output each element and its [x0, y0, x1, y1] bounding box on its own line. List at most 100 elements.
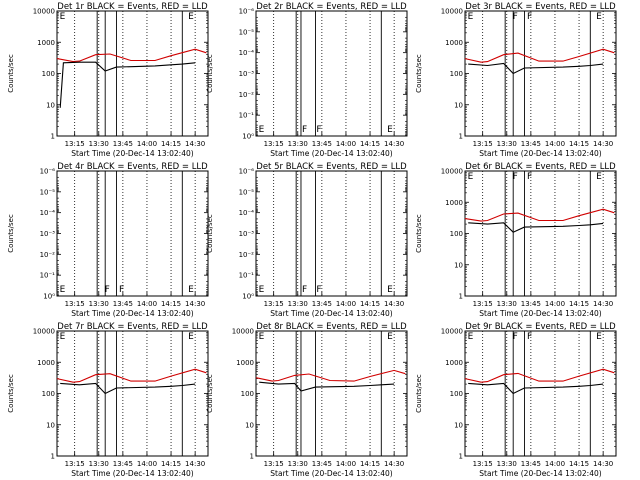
y-tick-label: 1000: [445, 359, 463, 367]
x-tick-label: 13:45: [521, 300, 541, 308]
panel-det-5: Det 5r BLACK = Events, RED = LLD 10⁰ 10⁻¹ 1…: [206, 162, 408, 318]
x-tick-label: 13:15: [264, 300, 284, 308]
y-axis-label: Counts/sec: [7, 54, 15, 93]
x-axis-label: Start Time (20-Dec-14 13:02:40): [270, 469, 392, 478]
y-tick-label: 1: [459, 453, 463, 461]
x-tick-label: 13:45: [113, 140, 133, 148]
plot-frame: [56, 10, 209, 137]
y-axis-label: Counts/sec: [206, 54, 214, 93]
y-axis-label: Counts/sec: [415, 54, 423, 93]
y-tick-label: 10: [245, 421, 254, 429]
panel-title: Det 3r BLACK = Events, RED = LLD: [465, 2, 616, 12]
event-marker: F: [527, 172, 532, 182]
y-tick-label: 10⁻⁶: [239, 8, 255, 16]
event-marker: E: [188, 285, 194, 295]
x-axis-label: Start Time (20-Dec-14 13:02:40): [71, 309, 193, 318]
event-marker: F: [119, 285, 124, 295]
event-marker: E: [259, 125, 265, 135]
y-tick-label: 1000: [236, 359, 254, 367]
x-tick-label: 13:15: [473, 460, 493, 468]
y-tick-label: 100: [42, 70, 55, 78]
y-tick-label: 1: [459, 133, 463, 141]
event-marker: F: [527, 12, 532, 22]
x-tick-label: 14:15: [360, 300, 380, 308]
x-tick-label: 14:00: [336, 300, 356, 308]
plot-frame: [255, 330, 408, 457]
x-tick-label: 13:30: [288, 140, 308, 148]
event-marker: E: [387, 285, 393, 295]
x-tick-label: 14:15: [360, 140, 380, 148]
y-tick-label: 1: [51, 453, 55, 461]
event-marker: F: [513, 172, 518, 182]
x-tick-label: 13:30: [89, 300, 109, 308]
event-marker: F: [105, 285, 110, 295]
plot-frame: [464, 170, 617, 297]
y-tick-label: 100: [42, 390, 55, 398]
panel-det-3: Det 3r BLACK = Events, RED = LLD 1 10 100 10…: [415, 2, 617, 158]
y-tick-label: 10: [454, 101, 463, 109]
x-tick-label: 14:15: [161, 140, 181, 148]
panel-det-2: Det 2r BLACK = Events, RED = LLD 10⁰ 10⁻¹ 1…: [206, 2, 408, 158]
event-marker: F: [316, 285, 321, 295]
panel-title: Det 4r BLACK = Events, RED = LLD: [57, 162, 208, 172]
x-tick-label: 14:30: [384, 460, 404, 468]
x-tick-label: 13:30: [497, 140, 517, 148]
events-series-line: [468, 222, 604, 233]
y-tick-label: 10⁻³: [239, 230, 255, 238]
x-axis-label: Start Time (20-Dec-14 13:02:40): [270, 309, 392, 318]
y-tick-label: 10⁻²: [239, 251, 255, 259]
x-axis-label: Start Time (20-Dec-14 13:02:40): [71, 469, 193, 478]
y-tick-label: 10000: [33, 328, 55, 336]
event-marker: F: [513, 332, 518, 342]
event-marker: F: [513, 12, 518, 22]
panel-title: Det 2r BLACK = Events, RED = LLD: [256, 2, 407, 12]
x-tick-label: 14:30: [593, 140, 613, 148]
x-tick-label: 13:45: [113, 460, 133, 468]
y-tick-label: 10: [454, 261, 463, 269]
x-tick-label: 14:30: [185, 300, 205, 308]
y-axis-label: Counts/sec: [7, 374, 15, 413]
plot-frame: [255, 170, 408, 297]
x-axis-label: Start Time (20-Dec-14 13:02:40): [479, 309, 601, 318]
x-tick-label: 13:15: [473, 300, 493, 308]
x-tick-label: 13:15: [65, 300, 85, 308]
y-tick-label: 10⁻⁶: [239, 168, 255, 176]
y-tick-label: 10000: [441, 168, 463, 176]
y-tick-label: 10⁻⁶: [40, 168, 56, 176]
panel-det-6: Det 6r BLACK = Events, RED = LLD 1 10 100 10…: [415, 162, 617, 318]
x-tick-label: 14:30: [593, 300, 613, 308]
x-tick-label: 13:45: [312, 460, 332, 468]
y-tick-label: 10: [46, 421, 55, 429]
x-tick-label: 14:00: [545, 460, 565, 468]
event-marker: E: [468, 332, 474, 342]
y-tick-label: 10⁻²: [239, 91, 255, 99]
x-tick-label: 14:00: [545, 140, 565, 148]
y-tick-label: 10⁻²: [40, 251, 56, 259]
y-tick-label: 10000: [232, 328, 254, 336]
panel-det-7: Det 7r BLACK = Events, RED = LLD 1 10 100 10…: [7, 322, 209, 478]
x-tick-label: 14:15: [569, 300, 589, 308]
x-tick-label: 14:30: [384, 300, 404, 308]
y-tick-label: 10000: [441, 328, 463, 336]
lld-series-line: [464, 48, 615, 63]
y-tick-label: 10⁻⁴: [239, 209, 255, 217]
y-tick-label: 100: [450, 70, 463, 78]
x-tick-label: 14:00: [137, 300, 157, 308]
x-tick-label: 14:30: [384, 140, 404, 148]
x-tick-label: 14:15: [161, 460, 181, 468]
y-tick-label: 10⁰: [242, 133, 254, 141]
x-tick-label: 14:15: [360, 460, 380, 468]
events-series-line: [60, 382, 196, 395]
lld-series-line: [464, 208, 615, 222]
y-axis-label: Counts/sec: [206, 214, 214, 253]
x-tick-label: 13:30: [89, 140, 109, 148]
x-tick-label: 13:15: [473, 140, 493, 148]
event-marker: E: [60, 285, 66, 295]
event-marker: F: [302, 125, 307, 135]
event-marker: E: [259, 332, 265, 342]
x-tick-label: 14:00: [545, 300, 565, 308]
event-marker: E: [259, 285, 265, 295]
x-tick-label: 14:30: [185, 140, 205, 148]
panel-det-9: Det 9r BLACK = Events, RED = LLD 1 10 100 10…: [415, 322, 617, 478]
